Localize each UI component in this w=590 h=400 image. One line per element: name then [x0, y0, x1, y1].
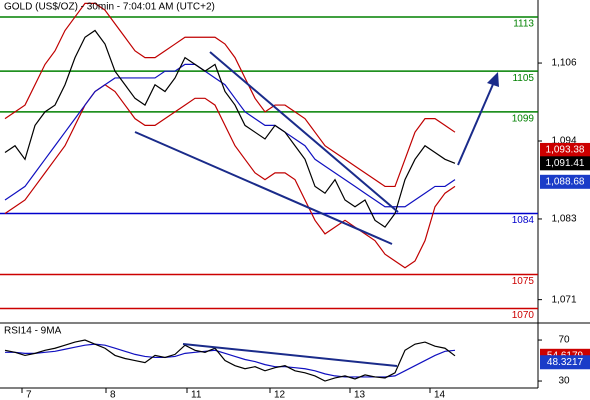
x-tick-label: 12 — [274, 390, 286, 400]
price-box — [540, 156, 590, 171]
trend-line — [182, 343, 398, 367]
price-label: 1,093.38 — [546, 145, 585, 156]
x-tick-label: 7 — [26, 390, 32, 400]
level-label: 1113 — [513, 19, 534, 30]
arrow-head — [487, 72, 499, 87]
y-tick-label: 1,071 — [551, 294, 576, 305]
level-label: 1075 — [512, 276, 535, 287]
price-box — [540, 174, 590, 189]
price-box — [540, 142, 590, 157]
series-line — [4, 63, 456, 208]
y-tick-label: 70 — [558, 335, 570, 346]
forecast-arrow — [457, 81, 495, 166]
chart-title: GOLD (US$/OZ) - 30min - 7:04:01 AM (UTC+… — [4, 2, 215, 13]
level-label: 1070 — [512, 310, 535, 321]
y-tick-label: 1,106 — [551, 58, 576, 69]
y-tick-label: 1,083 — [551, 214, 576, 225]
x-tick-label: 11 — [191, 390, 202, 400]
level-label: 1099 — [512, 113, 535, 124]
price-label: 1,091.41 — [546, 158, 585, 169]
series-line — [4, 339, 456, 382]
price-label: 48.3217 — [547, 357, 584, 368]
series-line — [4, 29, 456, 228]
trend-line — [134, 131, 393, 245]
level-label: 1105 — [512, 73, 534, 84]
price-label: 1,088.68 — [546, 176, 585, 187]
series-line — [4, 84, 456, 269]
pane-title: RSI14 - 9MA — [4, 326, 62, 337]
y-tick-label: 30 — [558, 376, 570, 387]
x-tick-label: 14 — [434, 390, 446, 400]
x-tick-label: 13 — [354, 390, 366, 400]
level-label: 1084 — [512, 215, 535, 226]
price-box — [540, 355, 590, 370]
y-tick-label: 1,094 — [551, 136, 576, 147]
x-tick-label: 8 — [110, 390, 116, 400]
series-line — [4, 2, 456, 188]
trend-line — [209, 51, 399, 213]
